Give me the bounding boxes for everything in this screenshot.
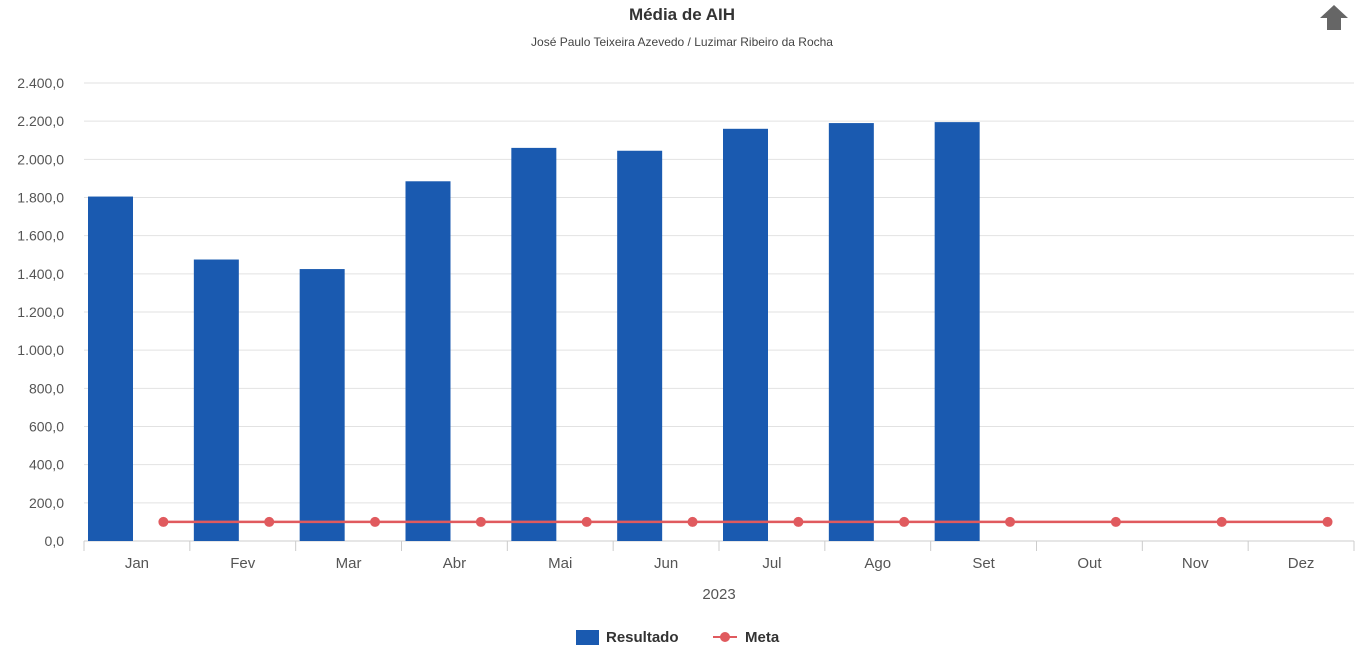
chart-menu-button[interactable] bbox=[1316, 2, 1352, 32]
y-tick-label: 600,0 bbox=[29, 419, 64, 435]
bar-resultado[interactable] bbox=[88, 196, 133, 541]
legend-swatch-meta bbox=[713, 632, 737, 642]
bar-resultado[interactable] bbox=[723, 128, 768, 542]
series-resultado-bars bbox=[88, 122, 980, 542]
x-tick-label: Ago bbox=[864, 555, 891, 572]
y-tick-label: 200,0 bbox=[29, 495, 64, 511]
bar-resultado[interactable] bbox=[617, 150, 663, 541]
y-tick-label: 400,0 bbox=[29, 457, 64, 473]
legend-item-resultado[interactable]: Resultado bbox=[576, 626, 679, 648]
bar-resultado[interactable] bbox=[193, 259, 239, 541]
x-tick-label: Jun bbox=[654, 555, 678, 572]
y-tick-label: 1.800,0 bbox=[17, 190, 64, 206]
x-tick-label: Jan bbox=[125, 555, 149, 572]
y-tick-label: 800,0 bbox=[29, 380, 64, 396]
point-meta[interactable] bbox=[1005, 516, 1016, 527]
legend-label-resultado: Resultado bbox=[606, 628, 679, 646]
x-tick-label: Nov bbox=[1182, 555, 1209, 572]
x-tick-label: Mar bbox=[336, 555, 362, 572]
point-meta[interactable] bbox=[158, 516, 169, 527]
bar-resultado[interactable] bbox=[405, 181, 451, 541]
legend-label-meta: Meta bbox=[745, 628, 780, 646]
x-tick-label: Fev bbox=[230, 555, 256, 572]
point-meta[interactable] bbox=[370, 516, 381, 527]
bar-resultado[interactable] bbox=[299, 269, 345, 541]
y-tick-label: 2.000,0 bbox=[17, 151, 64, 167]
y-tick-label: 1.600,0 bbox=[17, 228, 64, 244]
grid-lines bbox=[84, 82, 1354, 504]
x-tick-label: Dez bbox=[1288, 555, 1315, 572]
point-meta[interactable] bbox=[1216, 516, 1227, 527]
y-axis: 0,0 200,0 400,0 600,0 800,0 1.000,0 1.200,0 1.4… bbox=[17, 75, 64, 549]
x-tick-label: Out bbox=[1077, 555, 1102, 572]
point-meta[interactable] bbox=[687, 516, 698, 527]
point-meta[interactable] bbox=[1110, 516, 1121, 527]
y-tick-label: 1.200,0 bbox=[17, 304, 64, 320]
x-tick-label: Mai bbox=[548, 555, 572, 572]
x-tick-label: Set bbox=[972, 555, 995, 572]
y-tick-label: 1.000,0 bbox=[17, 342, 64, 358]
point-meta[interactable] bbox=[899, 516, 910, 527]
arrow-up-icon bbox=[1320, 5, 1348, 30]
legend: Resultado Meta bbox=[0, 626, 1364, 648]
y-tick-label: 2.400,0 bbox=[17, 75, 64, 91]
y-tick-label: 2.200,0 bbox=[17, 113, 64, 129]
point-meta[interactable] bbox=[264, 516, 275, 527]
y-tick-label: 0,0 bbox=[45, 533, 65, 549]
legend-item-meta[interactable]: Meta bbox=[712, 626, 779, 648]
point-meta[interactable] bbox=[475, 516, 486, 527]
bar-resultado[interactable] bbox=[828, 123, 874, 541]
point-meta[interactable] bbox=[581, 516, 592, 527]
x-tick-label: Jul bbox=[762, 555, 781, 572]
chart-title: Média de AIH bbox=[628, 5, 736, 24]
point-meta[interactable] bbox=[793, 516, 804, 527]
y-tick-label: 1.400,0 bbox=[17, 266, 64, 282]
x-group-label: 2023 bbox=[702, 586, 735, 603]
bar-resultado[interactable] bbox=[511, 147, 557, 541]
x-axis: Jan Fev Mar Abr Mai Jun Jul Ago Set Out Nov Dez 2023 bbox=[83, 540, 1355, 603]
chart-subtitle: José Paulo Teixeira Azevedo / Luzimar Ri… bbox=[531, 35, 833, 49]
point-meta[interactable] bbox=[1322, 516, 1333, 527]
legend-swatch-resultado bbox=[576, 629, 599, 645]
bar-resultado[interactable] bbox=[934, 122, 980, 541]
series-meta-line bbox=[158, 516, 1333, 527]
x-tick-label: Abr bbox=[443, 555, 466, 572]
